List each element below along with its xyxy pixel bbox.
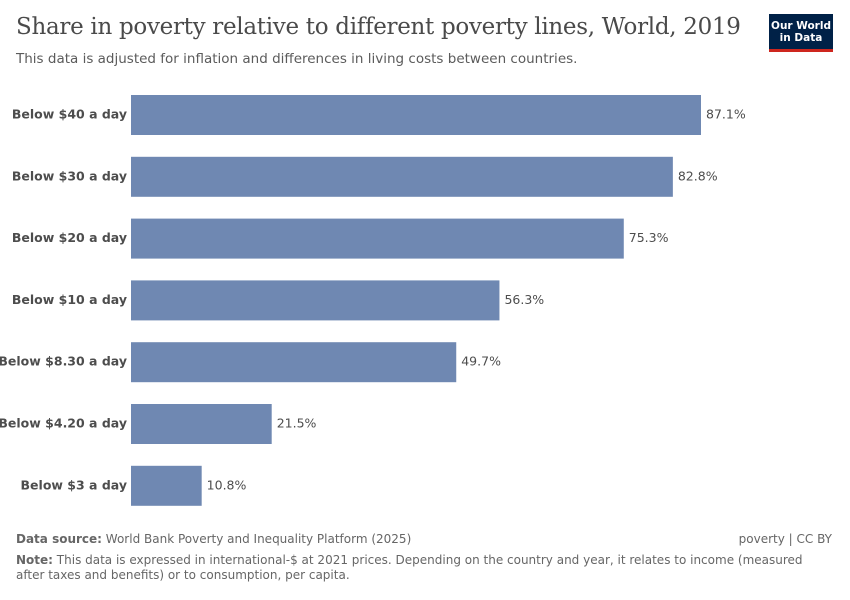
value-label: 56.3% <box>504 292 544 307</box>
bar <box>131 156 673 197</box>
logo-line: in Data <box>779 32 823 44</box>
value-label: 49.7% <box>461 354 501 369</box>
license[interactable]: poverty | CC BY <box>738 532 832 546</box>
logo-line: Our World <box>771 20 831 32</box>
source-label: Data source: <box>16 532 102 546</box>
source-text[interactable]: World Bank Poverty and Inequality Platfo… <box>105 532 412 546</box>
bar <box>131 95 701 135</box>
value-label: 10.8% <box>207 477 247 492</box>
bar <box>131 218 624 259</box>
y-tick-label: Below $8.30 a day <box>0 354 127 369</box>
value-label: 82.8% <box>678 168 718 183</box>
y-tick-label: Below $20 a day <box>12 230 127 245</box>
value-label: 87.1% <box>706 107 746 122</box>
chart: Below $40 a day 87.1% Below $30 a day 82.8%… <box>0 95 746 506</box>
bar <box>131 342 457 383</box>
note-text: This data is expressed in international-… <box>16 553 803 582</box>
y-tick-label: Below $10 a day <box>12 292 127 307</box>
bar <box>131 465 202 506</box>
note: Note: This data is expressed in internat… <box>16 553 826 583</box>
y-tick-label: Below $4.20 a day <box>0 416 127 431</box>
y-tick-label: Below $30 a day <box>12 168 127 183</box>
chart-subtitle: This data is adjusted for inflation and … <box>16 51 578 67</box>
chart-title: Share in poverty relative to different p… <box>16 14 741 40</box>
logo[interactable]: Our World in Data <box>769 14 833 52</box>
y-tick-label: Below $3 a day <box>21 477 127 492</box>
bar <box>131 280 500 321</box>
value-label: 75.3% <box>629 230 669 245</box>
note-label: Note: <box>16 553 53 567</box>
bar <box>131 404 272 444</box>
source: Data source: World Bank Poverty and Ineq… <box>16 532 411 546</box>
y-tick-label: Below $40 a day <box>12 107 127 122</box>
value-label: 21.5% <box>277 416 317 431</box>
